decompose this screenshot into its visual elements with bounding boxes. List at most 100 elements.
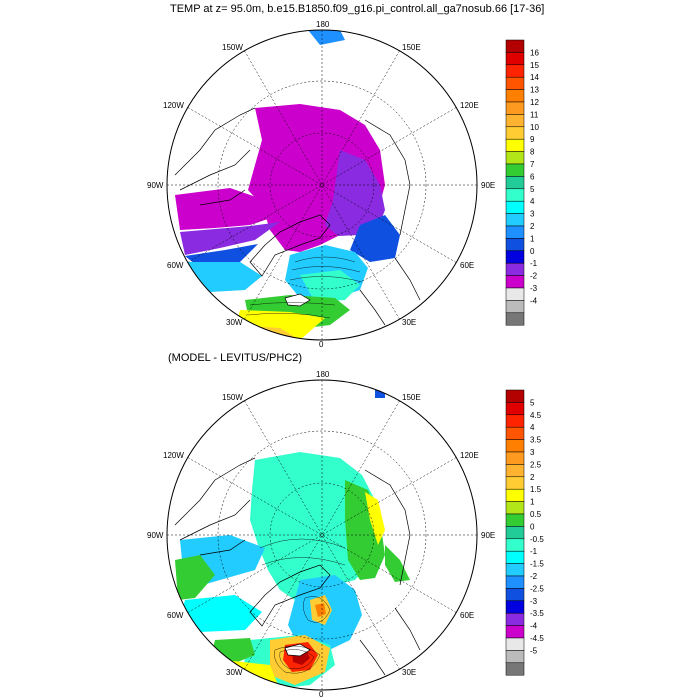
diff-colorbar-tick-label: 2.5 <box>530 460 542 469</box>
diff-colorbar-tick-label: 3 <box>530 448 535 457</box>
longitude-labels: 180 150W 150E 120W 120E 90W 90E 60W 60E … <box>147 20 495 349</box>
diff-colorbar-tick-label: -4 <box>530 622 538 631</box>
diff-colorbar-tick-label: 5 <box>530 398 535 407</box>
diff-colorbar-swatch <box>505 426 525 440</box>
difference-map: 180 150W 150E 120W 120E 90W 90E 60W 60E … <box>147 370 544 699</box>
lon2-label-120w: 120W <box>163 451 184 460</box>
diff-colorbar-swatch <box>505 600 525 614</box>
greenland-outline <box>249 214 331 277</box>
north-america-outline-2 <box>174 457 256 556</box>
eurasia-outline-2 <box>359 469 421 676</box>
nordic-warm-core <box>315 603 326 617</box>
longitude-labels-2: 180 150W 150E 120W 120E 90W 90E 60W 60E … <box>147 370 495 699</box>
temp-colorbar-swatch <box>505 163 525 177</box>
temp-colorbar-swatch <box>505 200 525 214</box>
lon-label-150e: 150E <box>402 43 421 52</box>
diff-colorbar-tick-label: -3.5 <box>530 609 544 618</box>
temp-colorbar-tick-label: -1 <box>530 259 538 268</box>
diff-colorbar-swatch <box>505 526 525 540</box>
difference-title: (MODEL - LEVITUS/PHC2) <box>168 352 303 364</box>
diff-colorbar-tick-label: -1.5 <box>530 560 544 569</box>
iceland-outline <box>284 293 311 307</box>
temp-colorbar-tick-label: 8 <box>530 148 535 157</box>
lon2-label-90e: 90E <box>481 531 495 540</box>
temp-colorbar-swatch <box>505 188 525 202</box>
temp-colorbar-tick-label: -3 <box>530 284 538 293</box>
diff-colorbar-tick-label: -5 <box>530 646 538 655</box>
lon-label-30e: 30E <box>402 318 416 327</box>
diff-colorbar-tick-label: 3.5 <box>530 436 542 445</box>
diff-colorbar-swatch <box>505 414 525 428</box>
bering-field <box>308 30 345 45</box>
labrador-diff-field <box>180 595 262 632</box>
lon2-label-150e: 150E <box>402 393 421 402</box>
diff-colorbar-tick-label: -2.5 <box>530 584 544 593</box>
diff-colorbar-swatch <box>505 402 525 416</box>
contour-lines <box>247 256 363 319</box>
diff-colorbar-swatch <box>505 612 525 626</box>
diff-colorbar-swatch <box>505 575 525 589</box>
greenland-outline-2 <box>249 564 331 627</box>
nordic-sea-warm-field <box>300 270 360 302</box>
temp-colorbar-swatch <box>505 64 525 78</box>
lon-label-120e: 120E <box>460 101 479 110</box>
diff-colorbar-swatch <box>505 389 525 403</box>
diff-colorbar-swatch <box>505 476 525 490</box>
temp-colorbar-tick-label: 12 <box>530 98 539 107</box>
temp-colorbar-swatch <box>505 126 525 140</box>
temp-colorbar-swatch <box>505 52 525 66</box>
temp-colorbar-swatch <box>505 176 525 190</box>
lon2-label-180: 180 <box>316 370 330 379</box>
diff-colorbar-tick-label: -1 <box>530 547 538 556</box>
temp-colorbar-swatch <box>505 262 525 276</box>
temp-colorbar-tick-label: 9 <box>530 135 535 144</box>
graticule-2 <box>167 380 477 690</box>
temp-colorbar-tick-label: -2 <box>530 272 538 281</box>
temp-colorbar-tick-label: 6 <box>530 172 535 181</box>
lon-label-180: 180 <box>316 20 330 29</box>
lon2-label-90w: 90W <box>147 531 164 540</box>
diff-colorbar-swatch <box>505 513 525 527</box>
temp-colorbar-swatch <box>505 238 525 252</box>
temp-colorbar-tick-label: 2 <box>530 222 535 231</box>
temp-colorbar-swatch <box>505 76 525 90</box>
diff-colorbar-swatch <box>505 637 525 651</box>
lon-label-30w: 30W <box>226 318 243 327</box>
lon-label-90w: 90W <box>147 181 164 190</box>
diff-colorbar-tick-label: 1 <box>530 498 535 507</box>
temp-colorbar-swatch <box>505 275 525 289</box>
contour-lines-2 <box>259 538 346 674</box>
diff-colorbar-swatch <box>505 662 525 676</box>
diff-colorbar-swatch <box>505 563 525 577</box>
diff-colorbar-tick-label: 4.5 <box>530 411 542 420</box>
temp-colorbar-swatch <box>505 287 525 301</box>
map-boundary <box>166 29 478 341</box>
temp-colorbar-swatch <box>505 138 525 152</box>
diff-colorbar-tick-label: 1.5 <box>530 485 542 494</box>
temp-colorbar-swatch <box>505 101 525 115</box>
lon2-label-30e: 30E <box>402 668 416 677</box>
temp-colorbar-tick-label: -4 <box>530 296 538 305</box>
kara-green-field <box>385 545 410 582</box>
diff-colorbar-tick-label: -2 <box>530 572 538 581</box>
lon2-label-60e: 60E <box>460 611 474 620</box>
diff-colorbar-swatch <box>505 550 525 564</box>
temp-colorbar-swatch <box>505 89 525 103</box>
lon-label-150w: 150W <box>222 43 243 52</box>
diff-colorbar-tick-label: 2 <box>530 473 535 482</box>
temp-colorbar-swatch <box>505 225 525 239</box>
lon2-label-120e: 120E <box>460 451 479 460</box>
diff-colorbar-tick-label: -0.5 <box>530 535 544 544</box>
diff-colorbar-swatch <box>505 625 525 639</box>
temp-colorbar-tick-label: 5 <box>530 185 535 194</box>
diff-colorbar-tick-label: -3 <box>530 597 538 606</box>
barents-blue-field <box>350 215 400 262</box>
eurasian-yellow-fringe <box>365 492 385 545</box>
diff-colorbar-swatch <box>505 464 525 478</box>
temp-colorbar-swatch <box>505 151 525 165</box>
eurasian-basin-cold-field <box>325 150 385 236</box>
temp-colorbar-tick-label: 15 <box>530 61 539 70</box>
temp-colorbar-tick-label: 7 <box>530 160 535 169</box>
north-america-outline <box>174 107 256 206</box>
